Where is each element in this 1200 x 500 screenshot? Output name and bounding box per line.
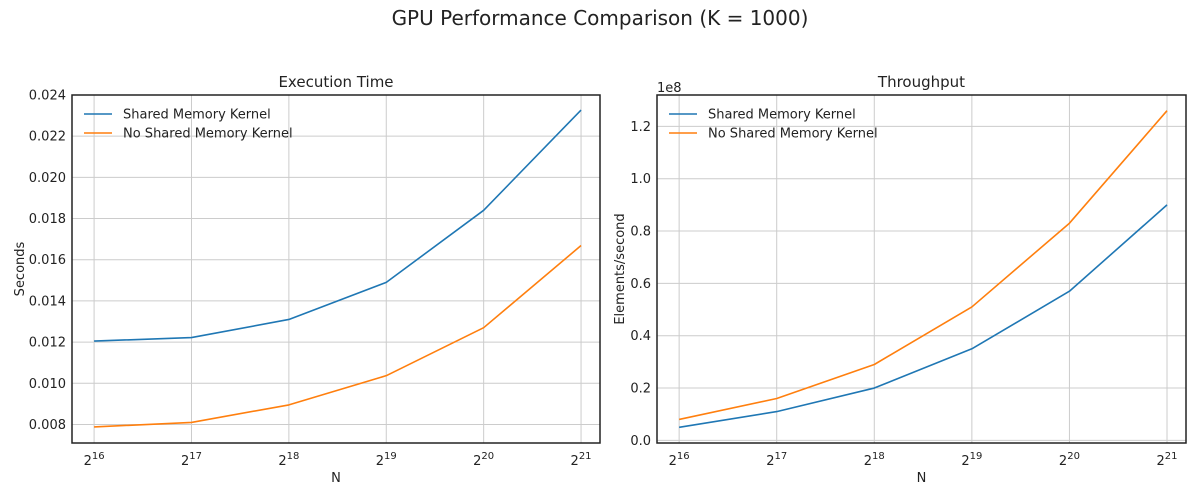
legend-label: Shared Memory Kernel [708, 108, 856, 123]
series-line-1 [678, 110, 1168, 421]
y-tick-label: 0.024 [29, 89, 66, 104]
y-axis-label: Seconds [13, 241, 28, 296]
y-tick-label: 0.6 [630, 277, 651, 292]
y-tick-label: 0.0 [630, 434, 651, 449]
y-tick-label: 0.8 [630, 225, 651, 240]
legend-label: Shared Memory Kernel [123, 108, 271, 123]
x-tick-label: 218 [864, 451, 885, 469]
y-tick-label: 0.020 [29, 171, 66, 186]
y-tick-label: 0.012 [29, 336, 66, 351]
y-tick-label: 0.008 [29, 418, 66, 433]
y-tick-label: 0.014 [29, 294, 66, 309]
axes-frame [71, 94, 601, 444]
axes-title: Throughput [877, 73, 965, 91]
figure-title: GPU Performance Comparison (K = 1000) [392, 6, 809, 30]
axes-title: Execution Time [278, 73, 393, 91]
x-tick-label: 221 [571, 451, 592, 469]
series-line-1 [94, 244, 582, 428]
y-tick-label: 1.2 [630, 120, 651, 135]
y-offset-label: 1e8 [657, 81, 682, 96]
x-tick-label: 220 [1059, 451, 1080, 469]
x-tick-label: 219 [376, 451, 397, 469]
x-axis-label: N [917, 471, 927, 486]
x-tick-label: 218 [278, 451, 299, 469]
x-tick-label: 216 [84, 451, 105, 469]
y-tick-label: 0.016 [29, 253, 66, 268]
legend-label: No Shared Memory Kernel [708, 127, 878, 142]
x-tick-label: 217 [766, 451, 787, 469]
axes-frame [656, 94, 1187, 444]
y-tick-label: 0.010 [29, 377, 66, 392]
series-line-0 [679, 204, 1168, 429]
y-tick-label: 1.0 [630, 172, 651, 187]
x-tick-label: 216 [669, 451, 690, 469]
x-tick-label: 219 [961, 451, 982, 469]
x-axis-label: N [331, 471, 341, 486]
x-tick-label: 220 [473, 451, 494, 469]
x-tick-label: 217 [181, 451, 202, 469]
throughput-plot: 0.0 0.2 0.4 0.6 0.8 1.0 1.2 216 217 218 219 220 221 T… [613, 73, 1187, 486]
y-tick-label: 0.022 [29, 130, 66, 145]
legend-label: No Shared Memory Kernel [123, 127, 293, 142]
execution-time-plot: 0.008 0.010 0.012 0.014 0.016 0.018 0.020 0.022… [13, 73, 601, 486]
legend: Shared Memory Kernel No Shared Memory Ker… [84, 108, 293, 142]
x-tick-label: 221 [1157, 451, 1178, 469]
y-axis-label: Elements/second [613, 213, 628, 324]
y-tick-label: 0.2 [630, 382, 651, 397]
series-line-0 [94, 109, 582, 342]
legend: Shared Memory Kernel No Shared Memory Ker… [669, 108, 878, 142]
y-tick-label: 0.4 [630, 329, 651, 344]
y-tick-label: 0.018 [29, 212, 66, 227]
